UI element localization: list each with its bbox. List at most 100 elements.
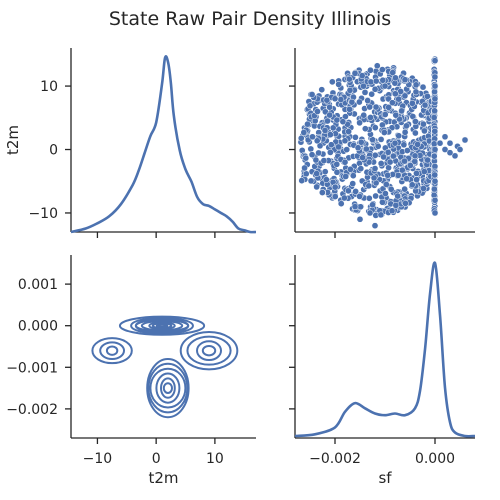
scatter-point [424,92,431,100]
scatter-cloud [297,55,469,230]
scatter-point [408,181,416,189]
scatter-point [406,162,414,169]
scatter-point [345,75,353,83]
scatter-point [321,168,329,176]
scatter-point [297,134,305,142]
scatter-point [342,173,350,180]
scatter-point [401,76,409,84]
scatter-point [391,90,399,98]
y-tick-label: −10 [28,206,58,222]
scatter-point [412,88,420,96]
density-contour [118,315,206,336]
scatter-point [312,156,320,164]
scatter-point [326,149,334,156]
scatter-point [398,107,405,115]
scatter-point [431,107,438,115]
scatter-point [371,222,379,230]
scatter-point [301,164,308,172]
scatter-point [456,146,464,153]
scatter-point [347,165,354,173]
scatter-point [356,119,363,127]
scatter-point [352,133,359,141]
density-contour [149,367,187,409]
y-tick-label: −0.002 [6,402,58,418]
x-tick-label: −0.002 [309,451,361,467]
y-axis-label: t2m [4,125,22,155]
density-contour [91,337,133,365]
scatter-point [441,146,449,153]
scatter-point [298,177,306,184]
scatter-point [384,171,391,179]
scatter-point [389,69,397,76]
scatter-point [369,201,376,209]
scatter-point [430,152,438,160]
scatter-point [400,141,408,149]
scatter-point [367,66,374,74]
scatter-point [401,157,408,165]
density-contour [186,335,232,366]
scatter-point [349,172,357,180]
density-contour [155,372,181,404]
density-contour [201,344,217,357]
scatter-point [367,114,374,121]
scatter-point [365,182,373,190]
scatter-point [315,149,322,157]
scatter-point [411,158,419,165]
scatter-point [401,92,409,100]
scatter-point [308,91,316,98]
scatter-point [388,207,396,215]
scatter-point [331,193,339,200]
scatter-point [421,127,428,135]
scatter-point [356,193,363,200]
scatter-point [403,175,410,183]
scatter-point [378,66,386,73]
density-contour [148,321,176,331]
scatter-point [380,129,388,136]
scatter-point [308,151,316,159]
scatter-point [412,129,419,137]
x-tick-label: 0 [152,451,161,467]
scatter-point [373,62,381,70]
scatter-point [412,118,419,125]
scatter-point [356,215,364,223]
scatter-point [302,154,310,162]
scatter-point [446,149,454,157]
scatter-point [351,70,359,77]
scatter-point [346,87,354,94]
density-contour [146,357,190,419]
scatter-point [328,78,336,86]
scatter-point [364,97,372,104]
scatter-point [430,140,438,148]
scatter-point [431,57,439,65]
x-axis-label: sf [378,469,392,487]
scatter-point [316,142,324,150]
scatter-point [326,103,333,111]
scatter-point [379,198,386,206]
scatter-point [354,144,362,152]
scatter-point [385,103,392,111]
scatter-point [372,192,379,200]
scatter-point [359,154,366,161]
scatter-point [326,111,333,119]
scatter-point [394,192,402,200]
scatter-point [431,88,438,96]
scatter-point [421,101,429,109]
scatter-point [348,98,356,106]
scatter-point [386,158,394,166]
scatter-point [333,168,341,176]
scatter-point [372,103,380,111]
scatter-point [335,81,342,88]
scatter-point [381,111,389,118]
scatter-point [302,170,310,178]
scatter-point [329,124,337,132]
scatter-point [321,127,329,134]
scatter-point [412,81,420,89]
scatter-point [345,187,352,195]
scatter-point [345,128,352,135]
scatter-point [381,82,389,90]
scatter-point [346,105,353,113]
scatter-point [304,120,311,128]
scatter-point [361,89,369,96]
scatter-point [371,165,379,172]
scatter-point [357,165,365,172]
